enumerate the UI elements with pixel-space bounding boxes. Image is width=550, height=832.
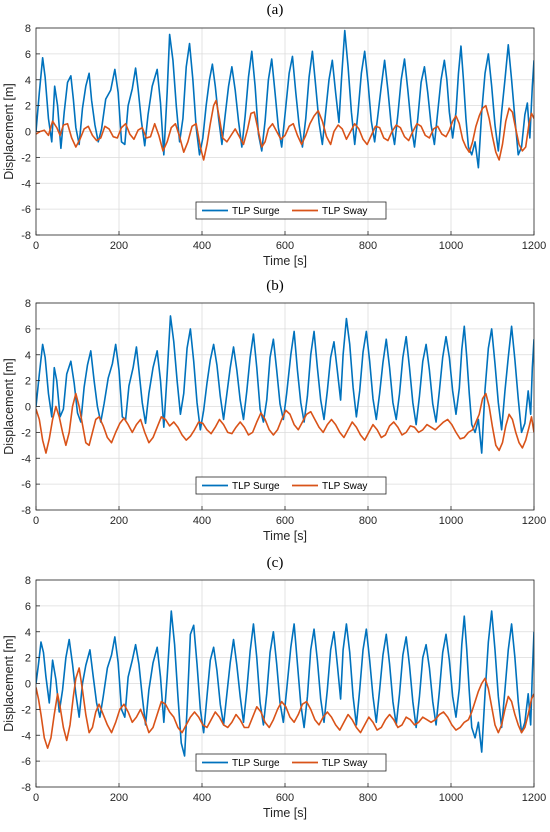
x-axis-label: Time [s] xyxy=(263,806,307,820)
y-tick-label: -6 xyxy=(21,756,31,768)
y-axis-label: Displacement [m] xyxy=(2,635,16,732)
y-tick-label: -2 xyxy=(21,427,31,439)
legend: TLP Surge TLP Sway xyxy=(195,201,387,220)
legend-box xyxy=(195,753,387,772)
y-tick-label: -4 xyxy=(21,730,31,742)
y-tick-label: -8 xyxy=(21,782,31,794)
chart-panel-2: 0 200 400 600 800 1000 1200 8 6 4 2 0 -2 -4 -6 -8 Time [… xyxy=(2,555,546,820)
y-tick-label: 2 xyxy=(25,101,31,113)
series-line-tlp-surge xyxy=(36,29,534,169)
x-tick-label: 1000 xyxy=(439,792,463,804)
x-tick-label: 200 xyxy=(110,792,128,804)
x-tick-label: 600 xyxy=(276,792,294,804)
series-line-tlp-sway xyxy=(36,667,534,749)
y-tick-label: 4 xyxy=(25,350,31,362)
series-line-tlp-surge xyxy=(36,610,534,757)
x-tick-label: 600 xyxy=(276,515,294,527)
x-axis-label: Time [s] xyxy=(263,254,307,268)
y-tick-label: -4 xyxy=(21,178,31,190)
x-tick-label: 600 xyxy=(276,240,294,252)
y-tick-label: -6 xyxy=(21,479,31,491)
y-axis-label: Displacement [m] xyxy=(2,83,16,180)
x-tick-label: 400 xyxy=(193,515,211,527)
legend-label: TLP Surge xyxy=(232,481,280,492)
x-tick-label: 200 xyxy=(110,515,128,527)
y-tick-label: 8 xyxy=(25,23,31,35)
series-line-tlp-sway xyxy=(36,99,534,161)
y-tick-label: 4 xyxy=(25,627,31,639)
legend-label: TLP Sway xyxy=(322,206,367,217)
y-tick-label: -8 xyxy=(21,230,31,242)
x-tick-label: 800 xyxy=(359,792,377,804)
x-tick-label: 1200 xyxy=(522,240,546,252)
legend-label: TLP Sway xyxy=(322,758,367,769)
x-axis-label: Time [s] xyxy=(263,529,307,543)
series-line-tlp-sway xyxy=(36,392,534,454)
x-tick-label: 800 xyxy=(359,515,377,527)
x-tick-label: 1200 xyxy=(522,515,546,527)
series-line-tlp-surge xyxy=(36,315,534,454)
y-tick-label: 2 xyxy=(25,376,31,388)
x-tick-label: 200 xyxy=(110,240,128,252)
legend: TLP Surge TLP Sway xyxy=(195,476,387,495)
x-tick-label: 800 xyxy=(359,240,377,252)
y-tick-label: -6 xyxy=(21,204,31,216)
y-tick-label: 0 xyxy=(25,127,31,139)
legend-box xyxy=(195,476,387,495)
chart-panel-1: 0 200 400 600 800 1000 1200 8 6 4 2 0 -2 -4 -6 -8 Time [… xyxy=(2,278,546,543)
y-tick-label: 6 xyxy=(25,324,31,336)
y-tick-label: 2 xyxy=(25,653,31,665)
x-tick-label: 400 xyxy=(193,792,211,804)
x-tick-label: 0 xyxy=(33,240,39,252)
y-tick-label: -8 xyxy=(21,505,31,517)
y-tick-label: 8 xyxy=(25,298,31,310)
y-tick-label: 6 xyxy=(25,49,31,61)
legend-box xyxy=(195,201,387,220)
y-tick-label: -2 xyxy=(21,704,31,716)
panel-label: (b) xyxy=(266,278,284,294)
y-tick-label: 0 xyxy=(25,402,31,414)
x-tick-label: 1000 xyxy=(439,515,463,527)
y-tick-label: 8 xyxy=(25,575,31,587)
y-axis-label: Displacement [m] xyxy=(2,358,16,455)
panel-label: (c) xyxy=(267,555,284,571)
legend-label: TLP Surge xyxy=(232,206,280,217)
y-tick-label: -2 xyxy=(21,152,31,164)
x-tick-label: 0 xyxy=(33,515,39,527)
x-tick-label: 1200 xyxy=(522,792,546,804)
y-tick-label: -4 xyxy=(21,453,31,465)
x-tick-label: 0 xyxy=(33,792,39,804)
y-tick-label: 0 xyxy=(25,679,31,691)
panel-label: (a) xyxy=(267,2,284,18)
chart-panel-0: 0 200 400 600 800 1000 1200 8 6 4 2 0 -2 -4 -6 -8 Time [… xyxy=(2,2,546,268)
legend-label: TLP Surge xyxy=(232,758,280,769)
x-tick-label: 1000 xyxy=(439,240,463,252)
x-tick-label: 400 xyxy=(193,240,211,252)
y-tick-label: 4 xyxy=(25,75,31,87)
legend: TLP Surge TLP Sway xyxy=(195,753,387,772)
y-tick-label: 6 xyxy=(25,601,31,613)
legend-label: TLP Sway xyxy=(322,481,367,492)
